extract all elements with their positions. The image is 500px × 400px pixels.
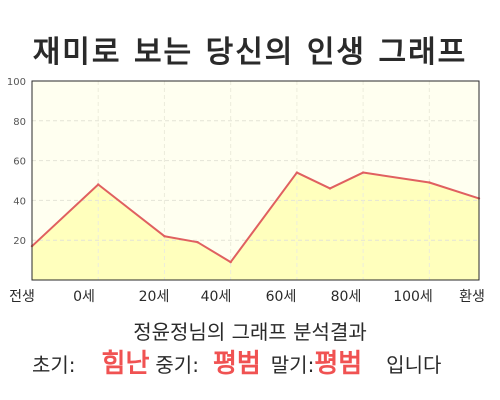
y-tick-label: 80 — [13, 117, 26, 128]
plot-frame — [31, 80, 480, 281]
late-value: 평범 — [314, 349, 363, 379]
early-label: 초기: — [32, 353, 76, 377]
y-tick-label: 20 — [13, 236, 26, 247]
x-tick-label: 60세 — [266, 289, 297, 305]
x-tick-label: 전생 — [9, 289, 35, 305]
x-tick-label: 40세 — [201, 289, 232, 305]
data-point — [328, 187, 332, 190]
late-label: 말기: — [270, 353, 315, 377]
x-tick-label: 0세 — [73, 289, 95, 305]
result-heading: 정윤정님의 그래프 분석결과 — [133, 320, 367, 344]
area-fill — [32, 172, 479, 280]
page-title: 재미로 보는 당신의 인생 그래프 — [32, 35, 468, 70]
data-point — [229, 260, 232, 264]
y-tick-label: 100 — [7, 77, 26, 88]
series-line — [31, 171, 480, 264]
result-summary: 초기: 힘난 중기: 평범 말기:평범 입니다 — [32, 346, 492, 383]
y-tick-label: 40 — [13, 196, 26, 207]
data-point — [428, 181, 431, 184]
early-value: 힘난 — [101, 349, 150, 379]
middle-value: 평범 — [212, 349, 261, 379]
x-tick-label: 100세 — [393, 289, 433, 305]
data-point — [163, 235, 166, 238]
data-point — [97, 183, 100, 186]
result-suffix: 입니다 — [386, 353, 442, 377]
x-tick-label: 환생 — [459, 289, 485, 305]
y-tick-label: 60 — [13, 157, 26, 168]
middle-label: 중기: — [155, 353, 199, 377]
data-point — [361, 171, 365, 174]
x-tick-label: 80세 — [331, 289, 362, 305]
data-point — [196, 240, 199, 244]
x-tick-label: 20세 — [139, 289, 170, 305]
data-point — [295, 171, 299, 174]
